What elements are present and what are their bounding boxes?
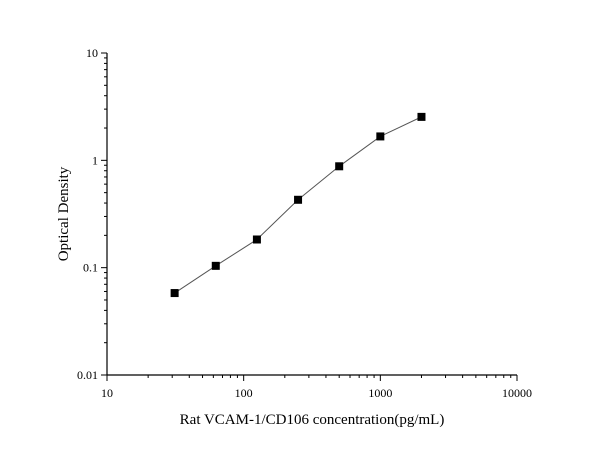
data-point [211,261,220,270]
y-tick-label: 1 [92,153,98,167]
y-axis-label: Optical Density [56,166,72,261]
x-tick-label: 1000 [368,386,392,400]
x-axis-label: Rat VCAM-1/CD106 concentration(pg/mL) [180,412,445,428]
data-point [170,289,179,298]
x-tick-label: 10 [101,386,113,400]
data-point [376,132,385,141]
y-tick-label: 0.01 [77,368,98,382]
x-tick-label: 100 [235,386,253,400]
x-tick-label: 10000 [502,386,532,400]
y-tick-label: 0.1 [83,261,98,275]
data-point [252,235,261,244]
data-point [294,195,303,204]
y-tick-label: 10 [86,46,98,60]
data-point [417,112,426,121]
series-line [174,116,422,294]
data-point [335,162,344,171]
